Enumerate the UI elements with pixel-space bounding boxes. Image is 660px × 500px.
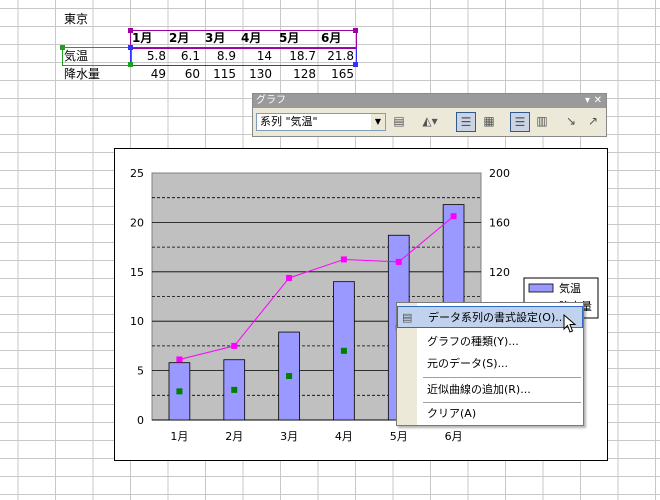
toolbar-options-icon[interactable]: ▾ xyxy=(584,95,590,106)
by-row-icon[interactable]: ☰ xyxy=(510,112,530,132)
range-handle[interactable] xyxy=(128,28,133,33)
y2-tick-label[interactable]: 160 xyxy=(489,216,510,229)
kion-value-6[interactable]: 21.8 xyxy=(327,49,354,63)
kion-value-2[interactable]: 6.1 xyxy=(180,49,200,63)
format-selection-icon[interactable]: ▤ xyxy=(393,114,405,128)
bar-selection-handle[interactable] xyxy=(286,373,293,380)
rain-value-2[interactable]: 60 xyxy=(184,67,200,81)
value-range-highlight xyxy=(130,47,357,66)
angle-text-up-icon[interactable]: ↗ xyxy=(587,114,599,128)
sheet-title[interactable]: 東京 xyxy=(64,12,89,26)
kion-value-1[interactable]: 5.8 xyxy=(146,49,166,63)
menu-item-clear[interactable]: クリア(A) xyxy=(397,403,583,425)
menu-item-add-trendline[interactable]: 近似曲線の追加(R)... xyxy=(397,379,583,401)
month-header-6[interactable]: 6月 xyxy=(321,31,342,45)
chevron-down-icon[interactable]: ▼ xyxy=(371,114,385,130)
x-tick-label[interactable]: 4月 xyxy=(335,430,353,443)
y2-tick-label[interactable]: 200 xyxy=(489,167,510,180)
range-handle[interactable] xyxy=(353,62,358,67)
menu-item-label: 元のデータ(S)... xyxy=(427,357,509,370)
menu-item-label: データ系列の書式設定(O)... xyxy=(428,311,566,324)
range-handle[interactable] xyxy=(60,45,65,50)
menu-separator xyxy=(423,402,581,403)
kion-value-4[interactable]: 14 xyxy=(256,49,272,63)
y2-tick-label[interactable]: 120 xyxy=(489,266,510,279)
angle-text-down-icon[interactable]: ↘ xyxy=(565,114,577,128)
toolbar-title: グラフ xyxy=(256,95,286,106)
rain-value-1[interactable]: 49 xyxy=(150,67,166,81)
menu-icon-strip xyxy=(397,303,417,425)
chart-type-icon[interactable]: ◭▾ xyxy=(422,114,438,128)
format-series-icon: ▤ xyxy=(402,311,413,324)
month-header-2[interactable]: 2月 xyxy=(169,31,190,45)
legend-swatch-kion[interactable] xyxy=(528,283,554,293)
x-tick-label[interactable]: 2月 xyxy=(225,430,243,443)
line-marker[interactable] xyxy=(340,256,347,263)
y-tick-label[interactable]: 20 xyxy=(130,216,144,229)
x-tick-label[interactable]: 1月 xyxy=(170,430,188,443)
rain-value-6[interactable]: 165 xyxy=(331,67,354,81)
menu-item-label: グラフの種類(Y)... xyxy=(427,335,519,348)
month-header-1[interactable]: 1月 xyxy=(132,31,153,45)
line-marker[interactable] xyxy=(450,213,457,220)
name-range-highlight xyxy=(62,47,132,66)
mouse-cursor-icon xyxy=(563,314,577,333)
legend-label-kion[interactable]: 気温 xyxy=(559,281,581,295)
month-header-5[interactable]: 5月 xyxy=(279,31,300,45)
rain-value-5[interactable]: 128 xyxy=(293,67,316,81)
legend-icon[interactable]: ☰ xyxy=(456,112,476,132)
line-kousuiryou[interactable] xyxy=(179,215,454,360)
range-handle[interactable] xyxy=(128,45,133,50)
line-marker[interactable] xyxy=(395,258,402,265)
category-range-highlight xyxy=(130,30,357,49)
context-menu[interactable]: ▤ データ系列の書式設定(O)... グラフの種類(Y)... 元のデータ(S)… xyxy=(396,302,584,426)
line-marker[interactable] xyxy=(286,274,293,281)
bar-selection-handle[interactable] xyxy=(176,388,183,395)
range-handle[interactable] xyxy=(353,28,358,33)
close-icon[interactable]: ✕ xyxy=(593,95,602,106)
bar-selection-handle[interactable] xyxy=(231,386,238,393)
x-tick-label[interactable]: 5月 xyxy=(390,430,408,443)
month-header-4[interactable]: 4月 xyxy=(241,31,262,45)
chart-object-select[interactable]: 系列 "気温" ▼ xyxy=(256,113,386,131)
row-label-kousuiryou[interactable]: 降水量 xyxy=(64,67,101,81)
bar-selection-handle[interactable] xyxy=(340,347,347,354)
y-tick-label[interactable]: 15 xyxy=(130,266,144,279)
row-label-kion[interactable]: 気温 xyxy=(64,49,89,63)
rain-value-4[interactable]: 130 xyxy=(249,67,272,81)
data-table-icon[interactable]: ▦ xyxy=(483,114,495,128)
line-marker[interactable] xyxy=(231,342,238,349)
y-tick-label[interactable]: 5 xyxy=(137,365,144,378)
x-tick-label[interactable]: 3月 xyxy=(280,430,298,443)
by-column-icon[interactable]: ▥ xyxy=(536,114,548,128)
menu-item-format-data-series[interactable]: ▤ データ系列の書式設定(O)... xyxy=(397,306,583,328)
chart-object-select-value: 系列 "気温" xyxy=(260,115,318,128)
month-header-3[interactable]: 3月 xyxy=(205,31,226,45)
menu-item-label: クリア(A) xyxy=(427,407,477,420)
y-tick-label[interactable]: 10 xyxy=(130,315,144,328)
kion-value-3[interactable]: 8.9 xyxy=(216,49,236,63)
menu-separator xyxy=(423,377,581,378)
chart-toolbar[interactable]: グラフ ▾ ✕ 系列 "気温" ▼ ▤ ◭▾ ☰ ▦ ☰ ▥ ↘ ↗ xyxy=(252,93,607,137)
kion-value-5[interactable]: 18.7 xyxy=(289,49,316,63)
menu-item-chart-type[interactable]: グラフの種類(Y)... xyxy=(397,331,583,353)
line-marker[interactable] xyxy=(176,356,183,363)
y-tick-label[interactable]: 0 xyxy=(137,414,144,427)
menu-item-label: 近似曲線の追加(R)... xyxy=(427,383,531,396)
toolbar-titlebar[interactable]: グラフ ▾ ✕ xyxy=(253,94,606,108)
y-tick-label[interactable]: 25 xyxy=(130,167,144,180)
rain-value-3[interactable]: 115 xyxy=(213,67,236,81)
menu-item-source-data[interactable]: 元のデータ(S)... xyxy=(397,353,583,375)
range-handle[interactable] xyxy=(128,62,133,67)
x-tick-label[interactable]: 6月 xyxy=(445,430,463,443)
